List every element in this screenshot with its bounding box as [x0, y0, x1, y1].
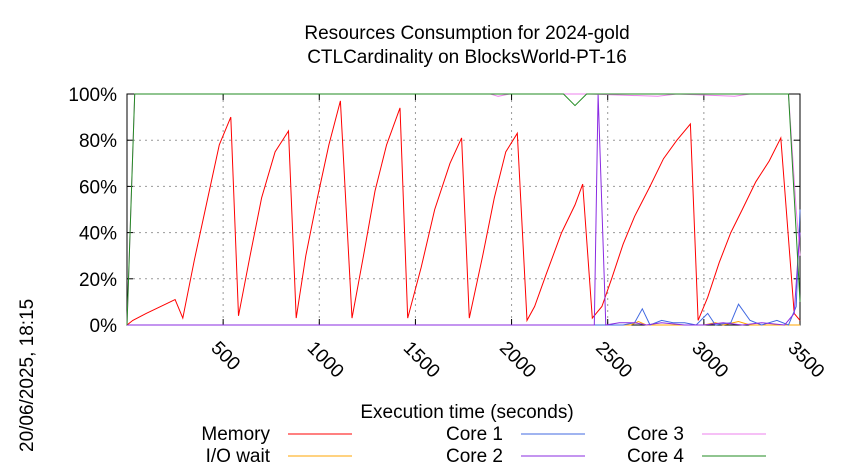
series-lines: [126, 93, 801, 326]
legend-label: Memory: [201, 424, 270, 445]
x-tick-label: 500: [207, 338, 244, 375]
timestamp-label: 20/06/2025, 18:15: [17, 299, 38, 452]
y-tick-label: 60%: [79, 177, 117, 198]
x-tick-label: 1000: [303, 338, 348, 383]
y-axis-ticks: 0% 20% 40% 60% 80% 100%: [68, 85, 800, 337]
x-tick-label: 1500: [399, 338, 444, 383]
series-line-core1: [127, 209, 801, 326]
x-tick-label: 3000: [687, 338, 732, 383]
legend-label: Core 4: [627, 446, 684, 467]
chart-title-line-1: Resources Consumption for 2024-gold: [304, 23, 629, 44]
chart-title-line-2: CTLCardinality on BlocksWorld-PT-16: [307, 47, 627, 68]
y-tick-label: 0%: [90, 316, 118, 337]
legend-label: Core 3: [627, 424, 684, 445]
series-line-core2: [127, 93, 801, 326]
legend-label: Core 1: [446, 424, 503, 445]
legend-label: I/O wait: [206, 446, 271, 467]
grid: [127, 94, 800, 325]
series-line-core3: [126, 93, 801, 326]
y-tick-label: 100%: [68, 85, 117, 106]
x-tick-label: 3500: [783, 338, 828, 383]
plot-frame: [126, 93, 801, 326]
series-line-memory: [126, 100, 801, 326]
x-axis-label: Execution time (seconds): [360, 402, 573, 423]
series-line-core4: [126, 93, 801, 326]
y-tick-label: 20%: [79, 270, 117, 291]
y-tick-label: 80%: [79, 131, 117, 152]
y-tick-label: 40%: [79, 224, 117, 245]
legend-label: Core 2: [446, 446, 503, 467]
x-tick-label: 2000: [495, 338, 540, 383]
x-tick-label: 2500: [591, 338, 636, 383]
